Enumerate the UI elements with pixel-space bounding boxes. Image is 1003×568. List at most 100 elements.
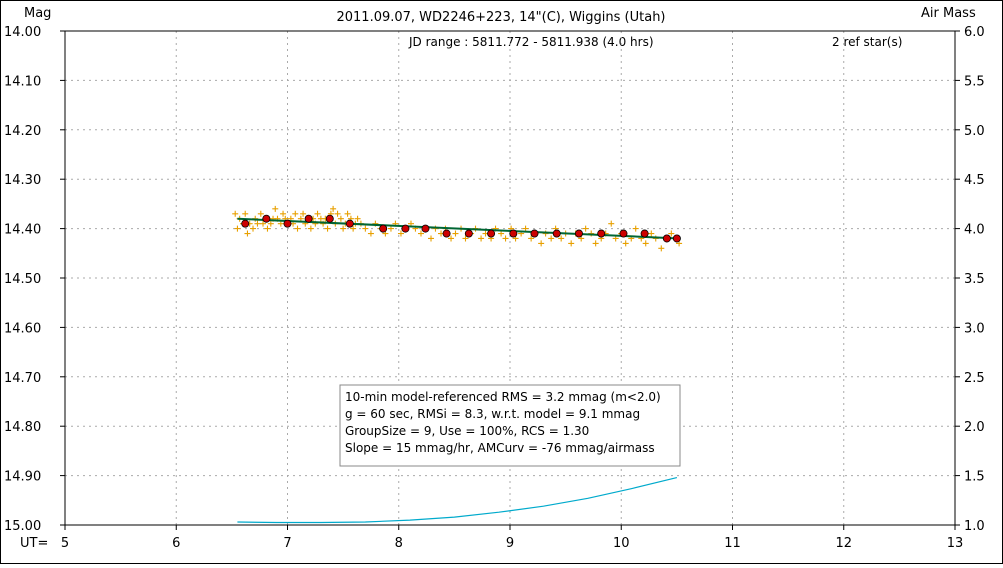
measurement-point	[397, 230, 404, 237]
airmass-tick-label: 1.0	[964, 519, 985, 534]
x-tick-label: 12	[835, 536, 852, 551]
group-average-point	[619, 229, 628, 238]
measurement-point	[330, 205, 337, 212]
group-average-point	[464, 229, 473, 238]
group-average-point	[241, 219, 250, 228]
group-average-point	[574, 229, 583, 238]
measurement-point	[254, 220, 261, 227]
group-average-point	[283, 219, 292, 228]
stats-line-cadence: g = 60 sec, RMSi = 8.3, w.r.t. model = 9…	[345, 407, 640, 421]
jd-range-label: JD range : 5811.772 - 5811.938 (4.0 hrs)	[408, 35, 654, 49]
stats-box-frame	[339, 384, 681, 467]
x-tick-label: 5	[61, 536, 69, 551]
model-line	[237, 217, 680, 240]
measurement-point	[260, 220, 267, 227]
measurement-point	[367, 230, 374, 237]
measurement-point	[280, 210, 287, 217]
group-average-point	[640, 229, 649, 238]
data-layer	[232, 205, 683, 524]
airmass-tick-label: 2.0	[964, 420, 985, 435]
measurement-point	[658, 245, 665, 252]
measurement-point	[538, 240, 545, 247]
measurement-point	[642, 240, 649, 247]
measurement-point	[350, 225, 357, 232]
measurement-point	[300, 210, 307, 217]
x-tick-label: 13	[947, 536, 964, 551]
group-average-point	[379, 224, 388, 233]
measurement-point	[418, 230, 424, 237]
measurement-point	[648, 230, 655, 237]
y-tick-label: 14.00	[4, 25, 41, 40]
measurement-point	[528, 235, 535, 242]
measurement-point	[668, 230, 675, 237]
measurement-point	[558, 235, 565, 242]
measurement-point	[428, 235, 435, 242]
group-average-point	[672, 234, 681, 243]
x-tick-label: 11	[724, 536, 741, 551]
measurement-point	[622, 240, 629, 247]
group-average-point	[597, 229, 606, 238]
measurement-point	[292, 210, 299, 217]
group-average-point	[662, 234, 671, 243]
x-tick-label: 6	[172, 536, 180, 551]
ref-stars-label: 2 ref star(s)	[832, 35, 902, 49]
airmass-tick-label: 2.5	[964, 371, 985, 386]
x-tick-label: 9	[506, 536, 514, 551]
measurement-point	[264, 225, 271, 232]
measurement-point	[242, 210, 249, 217]
measurement-point	[592, 240, 599, 247]
airmass-tick-label: 3.0	[964, 321, 985, 336]
measurement-point	[340, 225, 347, 232]
x-axis-label: UT=	[20, 536, 48, 551]
measurement-point	[334, 210, 341, 217]
airmass-tick-label: 1.5	[964, 470, 985, 485]
group-average-point	[509, 229, 518, 238]
airmass-tick-label: 5.0	[964, 124, 985, 139]
group-average-point	[345, 219, 354, 228]
measurement-point	[324, 225, 331, 232]
measurement-point	[522, 225, 529, 232]
group-average-point	[325, 214, 334, 223]
measurement-point	[548, 235, 555, 242]
measurement-point	[452, 230, 459, 237]
measurement-point	[582, 225, 589, 232]
y-tick-label: 14.10	[4, 74, 41, 89]
group-average-point	[442, 229, 451, 238]
y-tick-label: 14.40	[4, 223, 41, 238]
right-axis-label: Air Mass	[921, 6, 976, 21]
measurement-point	[250, 225, 257, 232]
airmass-curve	[237, 477, 678, 524]
x-tick-label: 8	[395, 536, 403, 551]
measurement-point	[244, 230, 251, 237]
chart-title: 2011.09.07, WD2246+223, 14"(C), Wiggins …	[336, 10, 665, 25]
airmass-tick-label: 5.5	[964, 74, 985, 89]
measurement-point	[462, 235, 469, 242]
airmass-tick-label: 4.0	[964, 223, 985, 238]
y-tick-label: 15.00	[4, 519, 41, 534]
measurement-point	[337, 215, 344, 222]
x-tick-label: 10	[613, 536, 630, 551]
airmass-tick-label: 4.5	[964, 173, 985, 188]
group-average-point	[401, 224, 410, 233]
airmass-tick-label: 6.0	[964, 25, 985, 40]
group-average-point	[552, 229, 561, 238]
left-axis-label: Mag	[24, 6, 51, 21]
stats-line-groupsize: GroupSize = 9, Use = 100%, RCS = 1.30	[345, 424, 589, 438]
measurement-point	[232, 210, 239, 217]
stats-line-rms: 10-min model-referenced RMS = 3.2 mmag (…	[345, 390, 661, 404]
measurement-point	[344, 210, 351, 217]
measurement-point	[314, 210, 321, 217]
measurement-point	[632, 225, 639, 232]
tick-layer: 5 6 7 8 9 10 11 12 13 14.00 14.10 14.20 14.30 14.40 14…	[4, 25, 985, 551]
y-tick-label: 14.70	[4, 371, 41, 386]
measurement-point	[568, 240, 575, 247]
measurement-point	[498, 230, 505, 237]
y-tick-label: 14.90	[4, 470, 41, 485]
measurement-point	[307, 225, 314, 232]
group-average-point	[304, 214, 313, 223]
measurement-point	[234, 225, 241, 232]
measurement-point	[448, 235, 455, 242]
measurement-point	[294, 225, 301, 232]
